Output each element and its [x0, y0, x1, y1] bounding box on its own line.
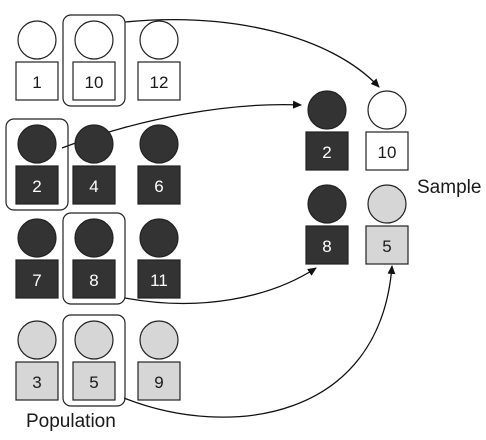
person-head-icon [74, 320, 114, 360]
person-id-label: 6 [154, 177, 163, 196]
sample-member-10: 10 [365, 90, 409, 171]
person-id-label: 10 [378, 143, 397, 162]
sample-member-5: 5 [365, 184, 409, 265]
person-body-box [137, 61, 181, 101]
person-id-label: 8 [89, 271, 98, 290]
person-body-box [137, 361, 181, 401]
person-head-icon [74, 124, 114, 164]
person-id-label: 3 [32, 373, 41, 392]
person-head-icon [17, 124, 57, 164]
person-head-icon [17, 218, 57, 258]
sample-group: 2 10 8 5 [305, 90, 409, 265]
person-head-icon [139, 218, 179, 258]
person-body-box [15, 361, 59, 401]
selection-arrow-8 [124, 267, 317, 305]
person-id-label: 12 [150, 73, 169, 92]
person-head-icon [139, 20, 179, 60]
person-id-label: 2 [322, 143, 331, 162]
person-id-label: 8 [322, 237, 331, 256]
person-body-box [15, 165, 59, 205]
person-head-icon [367, 90, 407, 130]
person-id-label: 2 [32, 177, 41, 196]
person-head-icon [74, 20, 114, 60]
person-body-box [15, 61, 59, 101]
sample-member-8: 8 [305, 184, 349, 265]
person-id-label: 10 [85, 73, 104, 92]
person-body-box [72, 165, 116, 205]
person-body-box [305, 225, 349, 265]
person-body-box [365, 225, 409, 265]
person-head-icon [139, 320, 179, 360]
person-id-label: 4 [89, 177, 98, 196]
person-body-box [305, 131, 349, 171]
person-body-box [137, 165, 181, 205]
population-member-5: 5 [72, 320, 116, 401]
population-group: 1 10 12 2 4 6 7 8 11 3 5 9 [5, 14, 181, 407]
selection-frame [62, 212, 126, 305]
person-head-icon [367, 184, 407, 224]
person-body-box [15, 259, 59, 299]
sample-member-2: 2 [305, 90, 349, 171]
person-head-icon [17, 320, 57, 360]
person-id-label: 1 [32, 73, 41, 92]
person-head-icon [307, 184, 347, 224]
person-id-label: 5 [89, 373, 98, 392]
person-body-box [72, 259, 116, 299]
person-body-box [137, 259, 181, 299]
selection-frame [62, 14, 126, 107]
selection-arrow-10 [124, 19, 380, 88]
person-body-box [72, 61, 116, 101]
sample-label: Sample [417, 177, 482, 198]
population-member-2: 2 [15, 124, 59, 205]
population-member-3: 3 [15, 320, 59, 401]
population-member-1: 1 [15, 20, 59, 101]
person-head-icon [74, 218, 114, 258]
population-member-8: 8 [72, 218, 116, 299]
person-head-icon [307, 90, 347, 130]
selection-frame [5, 118, 69, 211]
population-member-7: 7 [15, 218, 59, 299]
person-id-label: 7 [32, 271, 41, 290]
person-id-label: 5 [382, 237, 391, 256]
person-body-box [365, 131, 409, 171]
selection-arrow-5 [123, 265, 396, 418]
population-member-9: 9 [137, 320, 181, 401]
person-id-label: 11 [150, 271, 168, 290]
selection-arrows [61, 19, 396, 418]
person-head-icon [139, 124, 179, 164]
population-member-6: 6 [137, 124, 181, 205]
population-member-12: 12 [137, 20, 181, 101]
population-member-11: 11 [137, 218, 181, 299]
person-id-label: 9 [154, 373, 163, 392]
person-body-box [72, 361, 116, 401]
population-label: Population [26, 411, 116, 432]
population-member-4: 4 [72, 124, 116, 205]
person-head-icon [17, 20, 57, 60]
population-member-10: 10 [72, 20, 116, 101]
selection-frame [62, 314, 126, 407]
